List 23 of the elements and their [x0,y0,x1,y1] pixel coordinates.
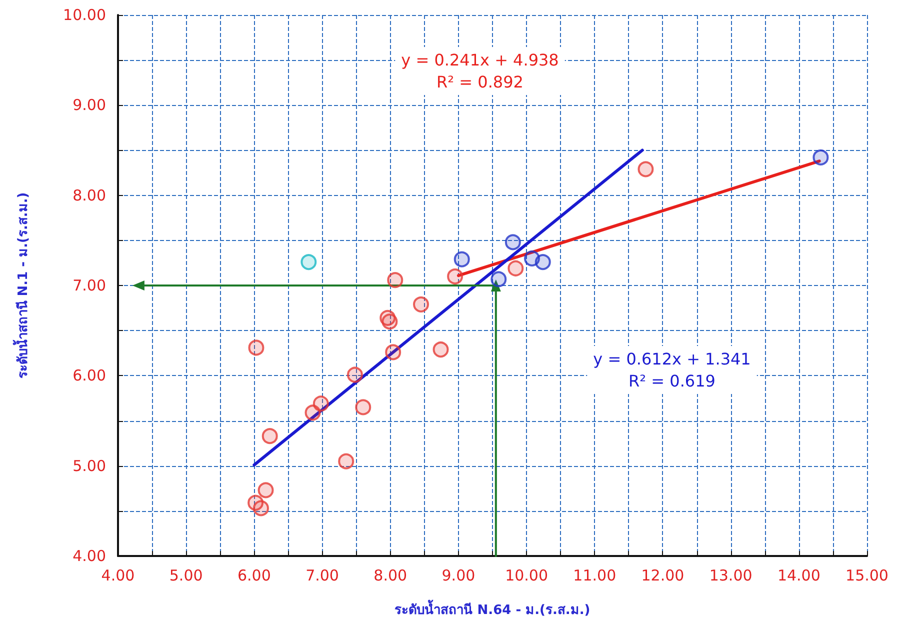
x-tick-label: 12.00 [641,566,684,584]
x-tick-label: 14.00 [777,566,820,584]
y-tick-label: 9.00 [72,96,106,114]
x-tick-label: 9.00 [442,566,476,584]
y-tick-label: 7.00 [72,276,106,294]
x-tick-label: 15.00 [846,566,888,584]
y-tick-label: 4.00 [72,547,106,565]
x-tick-label: 5.00 [169,566,203,584]
y-axis-title: ระดับน้ำสถานี N.1 - ม.(ร.ส.ม.) [12,192,31,379]
x-tick-label: 7.00 [306,566,339,584]
y-tick-label: 10.00 [63,6,106,24]
x-tick-label: 11.00 [573,566,616,584]
y-tick-label: 6.00 [72,366,106,385]
x-tick-label: 6.00 [237,566,271,584]
x-axis-title: ระดับน้ำสถานี N.64 - ม.(ร.ส.ม.) [394,599,590,618]
y-tick-label: 8.00 [72,186,106,204]
annotation: y = 0.241x + 4.938 R² = 0.892 [401,50,559,92]
annotation: y = 0.612x + 1.341 R² = 0.619 [593,350,751,390]
y-tick-label: 5.00 [72,456,106,475]
x-tick-label: 8.00 [374,566,408,584]
x-tick-label: 10.00 [505,566,548,584]
x-tick-label: 4.00 [101,566,135,584]
x-tick-label: 13.00 [709,566,752,584]
